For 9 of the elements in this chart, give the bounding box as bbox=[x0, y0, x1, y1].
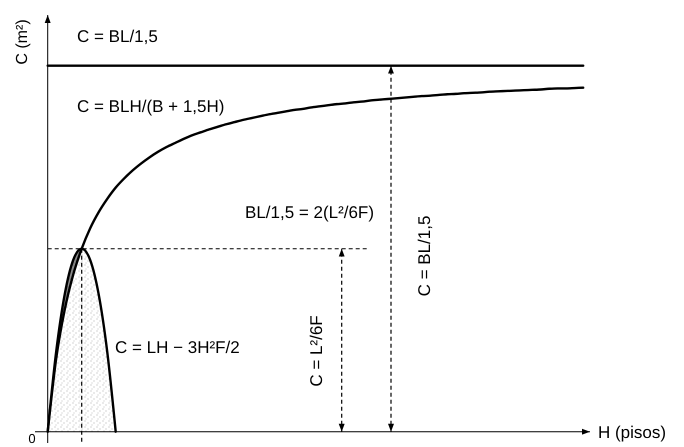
annotation: BL/1,5 = 2(L²/6F) bbox=[245, 203, 374, 222]
series-label: C = BLH/(B + 1,5H) bbox=[77, 97, 224, 116]
annotation: 0 bbox=[28, 431, 36, 446]
annotation: C = BL/1,5 bbox=[414, 216, 434, 296]
y-axis-title: C (m²) bbox=[14, 19, 30, 65]
series-label: C = BL/1,5 bbox=[77, 27, 158, 46]
x-axis-title: H (pisos) bbox=[598, 423, 666, 442]
annotation: C = L²/6F bbox=[306, 315, 326, 387]
series-label: C = LH − 3H²F/2 bbox=[115, 338, 240, 357]
